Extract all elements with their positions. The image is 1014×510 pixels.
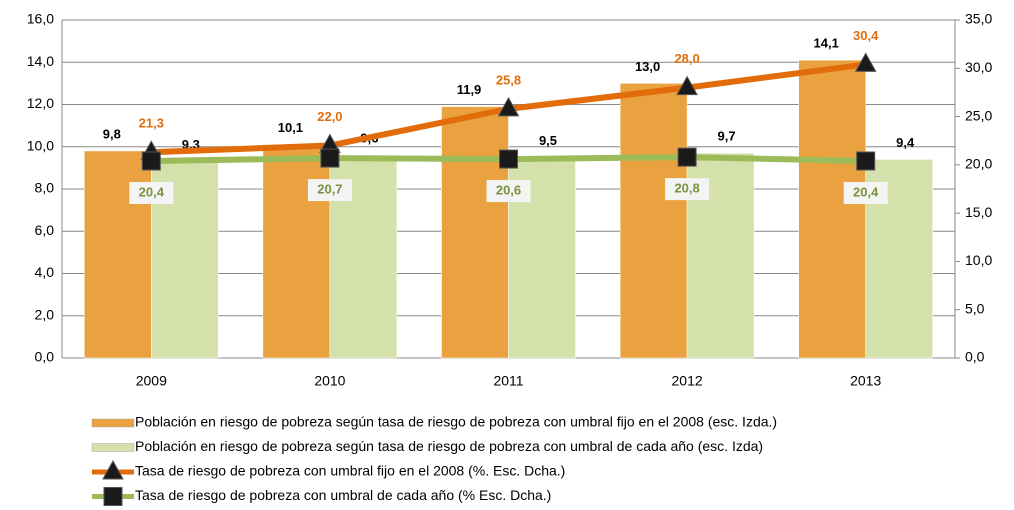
bar-value-label: 13,0 xyxy=(635,59,660,74)
legend-label: Población en riesgo de pobreza según tas… xyxy=(135,438,763,454)
line-marker xyxy=(854,52,877,72)
bar-value-label: 9,8 xyxy=(103,126,121,141)
y-tick-label: 12,0 xyxy=(27,95,54,111)
y-tick-label: 14,0 xyxy=(27,53,54,69)
x-tick-label: 2013 xyxy=(850,373,881,389)
x-tick-label: 2010 xyxy=(314,373,345,389)
line-value-label: 21,3 xyxy=(139,116,164,131)
line-marker xyxy=(499,149,518,169)
label-box xyxy=(486,180,531,203)
y2-tick-label: 20,0 xyxy=(965,156,992,172)
bar-value-label: 9,5 xyxy=(539,133,557,148)
y-tick-label: 0,0 xyxy=(35,349,55,365)
line-value-label: 22,0 xyxy=(317,109,342,124)
x-tick-label: 2012 xyxy=(672,373,703,389)
y2-tick-label: 0,0 xyxy=(965,349,985,365)
bar-value-label: 14,1 xyxy=(814,36,839,51)
bar-value-label: 9,4 xyxy=(896,135,915,150)
bar xyxy=(262,144,331,359)
bar xyxy=(619,83,688,359)
bar-value-label: 9,7 xyxy=(718,129,736,144)
y-tick-label: 6,0 xyxy=(35,222,55,238)
legend-marker xyxy=(103,487,123,506)
x-tick-label: 2011 xyxy=(493,373,523,389)
legend-swatch xyxy=(91,443,135,452)
line-marker xyxy=(141,151,161,171)
line-value-label: 20,4 xyxy=(853,184,879,199)
line-marker xyxy=(676,75,698,96)
y2-tick-label: 35,0 xyxy=(965,11,992,27)
line-value-label: 30,4 xyxy=(853,28,879,43)
legend-label: Población en riesgo de pobreza según tas… xyxy=(135,414,777,430)
label-box xyxy=(665,178,710,201)
y-tick-label: 2,0 xyxy=(35,306,55,322)
line-value-label: 20,6 xyxy=(496,183,521,198)
bar xyxy=(798,59,866,359)
y2-tick-label: 30,0 xyxy=(965,59,992,75)
y2-tick-label: 25,0 xyxy=(965,107,992,123)
y-tick-label: 16,0 xyxy=(27,11,54,27)
label-box xyxy=(307,179,352,202)
y-tick-label: 4,0 xyxy=(35,264,55,280)
bar-value-label: 10,1 xyxy=(278,120,303,135)
line-marker xyxy=(677,147,697,167)
legend-swatch xyxy=(91,418,135,428)
y-tick-label: 8,0 xyxy=(35,180,55,196)
line-marker xyxy=(320,148,340,168)
label-box xyxy=(129,181,174,204)
line-value-label: 20,4 xyxy=(139,184,165,199)
legend-marker xyxy=(102,459,124,480)
legend-label: Tasa de riesgo de pobreza con umbral de … xyxy=(135,487,551,503)
y-tick-label: 10,0 xyxy=(27,137,54,153)
x-tick-label: 2009 xyxy=(136,373,167,389)
line-marker xyxy=(497,96,520,117)
y2-tick-label: 10,0 xyxy=(965,252,992,268)
bar xyxy=(441,106,509,359)
y2-tick-label: 15,0 xyxy=(965,204,992,220)
bar-value-label: 11,9 xyxy=(457,82,482,97)
label-box xyxy=(843,181,888,204)
y2-tick-label: 5,0 xyxy=(965,300,985,316)
line-value-label: 20,7 xyxy=(317,182,342,197)
line-value-label: 28,0 xyxy=(674,51,699,66)
line-marker xyxy=(856,151,876,171)
legend-label: Tasa de riesgo de pobreza con umbral fij… xyxy=(135,463,565,479)
line-value-label: 25,8 xyxy=(496,72,521,87)
line-value-label: 20,8 xyxy=(674,181,699,196)
